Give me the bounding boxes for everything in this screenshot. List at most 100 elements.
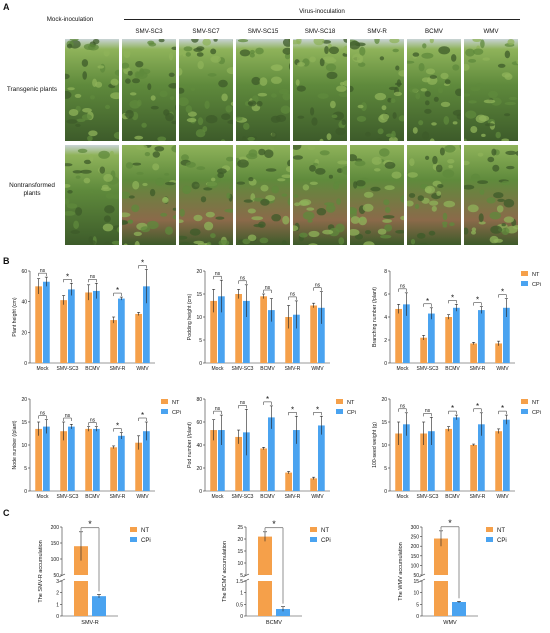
significance-bracket [213, 275, 222, 280]
legend-nt-swatch [161, 399, 168, 404]
y-tick-label: 15 [413, 579, 419, 585]
x-tick-label: SMV-R [285, 494, 301, 500]
significance-label: * [141, 411, 144, 420]
significance-label: ns [400, 404, 406, 410]
legend-cpi-swatch [130, 537, 137, 542]
bar-nt-lower [74, 581, 88, 616]
y-tick-label: 20 [237, 537, 243, 543]
bar-cpi-smv-r [118, 435, 125, 491]
x-tick-label: Mock [397, 366, 409, 372]
column-header-smv-sc3: SMV-SC3 [135, 28, 163, 35]
x-tick-label: Mock [212, 366, 224, 372]
bar-cpi-mock [43, 281, 50, 363]
bar-cpi-bcmv [268, 310, 275, 363]
significance-bracket [263, 289, 272, 293]
y-tick-label: 10 [21, 443, 27, 449]
column-header-smv-sc18: SMV-SC18 [304, 28, 336, 35]
significance-bracket [398, 288, 407, 292]
y-tick-label: 0 [199, 361, 202, 367]
legend-nt-swatch [336, 399, 343, 404]
significance-label: * [448, 518, 452, 528]
y-tick-label: 60 [196, 420, 202, 426]
significance-bracket [213, 410, 222, 415]
y-tick-label: 0 [199, 489, 202, 495]
y-tick-label: 2 [384, 338, 387, 344]
bar-nt-mock [35, 286, 42, 363]
significance-label: * [272, 519, 276, 529]
y-tick-label: 0 [240, 614, 243, 620]
x-tick-label: BCMV [85, 494, 100, 500]
significance-label: * [451, 404, 454, 413]
y-tick-label: 200 [51, 525, 60, 531]
significance-label: * [116, 422, 119, 431]
bar-nt-mock [35, 428, 42, 491]
significance-label: ns [290, 292, 296, 298]
x-tick-label: SMV-R [470, 494, 486, 500]
bar-nt-bcmv [445, 317, 452, 363]
y-tick-label: 80 [196, 397, 202, 403]
significance-bracket [448, 300, 457, 304]
bar-cpi [92, 596, 106, 616]
bar-nt-mock [210, 300, 217, 363]
significance-label: ns [90, 274, 96, 280]
axis-break-mark [58, 578, 66, 583]
significance-bracket [264, 527, 284, 604]
bar-nt-bcmv [85, 292, 92, 363]
significance-bracket [263, 401, 272, 405]
bar-nt-upper [258, 536, 272, 575]
bar-nt-bcmv [260, 448, 267, 491]
legend-nt-label: NT [321, 528, 329, 534]
significance-label: ns [90, 417, 96, 423]
bar-nt-mock [210, 430, 217, 491]
transgenic-photo-wmv [463, 38, 519, 142]
y-tick-label: 10 [381, 443, 387, 449]
legend-nt-swatch [521, 399, 528, 404]
legend-nt-label: NT [172, 400, 180, 406]
legend-cpi-swatch [486, 537, 493, 542]
bar-nt-mock [395, 308, 402, 363]
significance-bracket [63, 279, 72, 283]
x-tick-label: BCMV [445, 366, 460, 372]
bar-cpi-mock [218, 430, 225, 491]
y-tick-label: 150 [51, 541, 60, 547]
bar-cpi-wmv [143, 286, 150, 363]
bar-nt-smv-r [110, 320, 117, 363]
bar-cpi-smv-sc3 [428, 313, 435, 363]
legend-nt-label: NT [532, 272, 540, 278]
x-tick-label: WMV [311, 494, 324, 500]
y-tick-label: 4 [384, 315, 387, 321]
significance-bracket [448, 410, 457, 415]
transgenic-photo-smv-sc15 [235, 38, 291, 142]
bar-nt-smv-sc3 [60, 300, 67, 363]
x-tick-label: SMV-R [110, 366, 126, 372]
bar-cpi-smv-sc3 [243, 432, 250, 491]
transgenic-photo-mock [64, 38, 120, 142]
legend-nt-label: NT [532, 400, 540, 406]
y-tick-label: 3 [56, 579, 59, 585]
significance-label: * [476, 402, 479, 411]
legend-nt-swatch [486, 527, 493, 532]
legend-cpi-swatch [521, 409, 528, 414]
significance-label: ns [240, 276, 246, 282]
y-tick-label: 250 [411, 535, 420, 541]
x-tick-label: SMV-R [110, 494, 126, 500]
significance-bracket [440, 526, 460, 599]
axis-break-mark [58, 573, 66, 578]
y-tick-label: 60 [21, 269, 27, 275]
bar-cpi-bcmv [93, 290, 100, 363]
significance-bracket [473, 302, 482, 306]
panel-letter-a: A [3, 2, 10, 12]
y-tick-label: 1 [56, 602, 59, 608]
y-tick-label: 20 [21, 330, 27, 336]
bar-cpi-bcmv [93, 428, 100, 491]
y-axis-label: The SMV-R accumulation [38, 540, 44, 602]
significance-label: * [66, 272, 69, 281]
mock-inoculation-header: Mock-inoculation [46, 16, 94, 23]
bar-cpi-mock [403, 304, 410, 363]
significance-label: ns [240, 400, 246, 406]
x-tick-label: BCMV [260, 366, 275, 372]
y-tick-label: 5 [24, 466, 27, 472]
legend-cpi-label: CPi [141, 538, 151, 544]
nontransformed-photo-smv-sc7 [178, 144, 234, 246]
bar-nt-smv-r [110, 447, 117, 491]
